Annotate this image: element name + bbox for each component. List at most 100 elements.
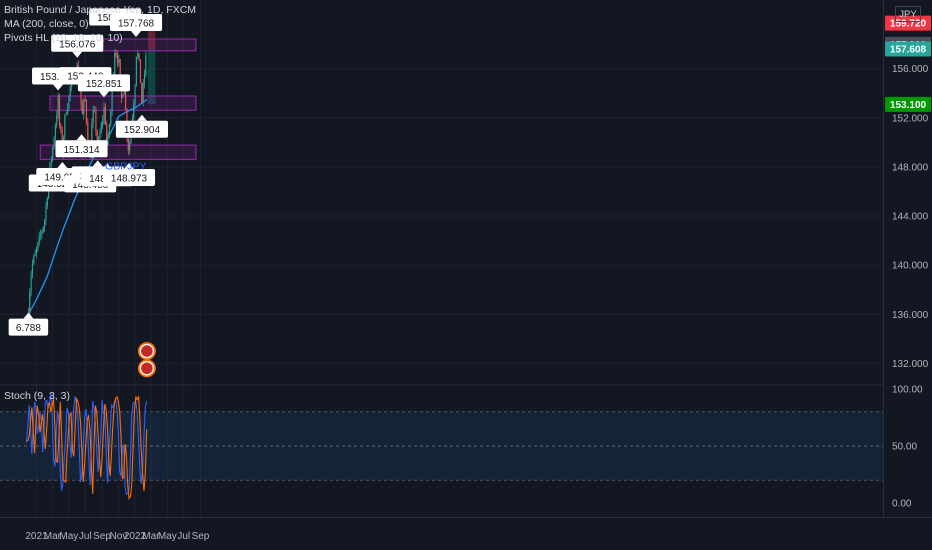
trade-position-box[interactable]: [147, 23, 156, 105]
candle-body: [106, 124, 108, 145]
candle-body: [31, 263, 34, 275]
pivot-label-pointer: [72, 51, 83, 58]
candle-body: [60, 124, 62, 130]
pivot-label-pointer: [98, 91, 109, 98]
candle-body: [38, 235, 40, 243]
time-tick-label: Nov: [110, 531, 128, 542]
candle-body: [92, 110, 94, 124]
ma-200-polyline: [25, 98, 148, 319]
price-label-tag: [885, 41, 931, 57]
candle-body: [57, 96, 59, 116]
stoch-d-line: [26, 394, 148, 500]
candle-body: [142, 83, 144, 103]
candle-body: [107, 134, 109, 145]
time-tick-label: May: [158, 531, 177, 542]
candle-body: [125, 86, 127, 110]
time-tick-label: May: [59, 531, 78, 542]
pivot-label-box: [109, 14, 163, 32]
candle-body: [139, 59, 142, 83]
time-tick-label: 2022: [124, 531, 147, 542]
price-label-text: 153.100: [890, 100, 927, 111]
time-tick-label: Jul: [79, 531, 92, 542]
uk-flag-icon: [139, 343, 155, 359]
candle-body: [116, 55, 119, 63]
stoch-tick-label: 0.00: [892, 499, 912, 510]
stop-loss-area: [147, 23, 156, 50]
candle-body: [65, 113, 67, 115]
candle-body: [52, 146, 54, 160]
pivot-label-box: [55, 140, 108, 158]
uk-flag-icon: [139, 361, 155, 376]
pivot-label-pointer: [76, 134, 87, 141]
currency-selector[interactable]: JPY: [895, 6, 921, 22]
price-tick-label: 136.000: [892, 310, 929, 321]
candle-body: [143, 74, 146, 84]
price-tick-label: 132.000: [892, 359, 929, 370]
candle-body: [85, 100, 88, 123]
pivot-label: 153.413: [40, 72, 77, 83]
candle-body: [53, 138, 55, 147]
stoch-legend: Stoch (9, 3, 3): [4, 390, 70, 402]
candle-body: [35, 249, 38, 253]
candle-body: [102, 120, 104, 124]
candle-body: [46, 198, 48, 206]
candle-body: [58, 96, 61, 125]
stoch-k-line: [25, 392, 148, 496]
pivot-label: 157.768: [118, 19, 155, 30]
pivot-label: 148.973: [111, 174, 148, 185]
candle-body: [39, 234, 42, 236]
candle-body: [96, 130, 98, 147]
time-tick-label: Mar: [142, 531, 160, 542]
candle-body: [133, 104, 135, 119]
candle-body: [114, 53, 116, 74]
candle-body: [41, 231, 43, 235]
price-tick-label: 156.000: [892, 64, 929, 75]
stoch-tick-label: 50.00: [892, 442, 917, 453]
price-tick-label: 148.000: [892, 162, 929, 173]
pivot-label: 152.851: [86, 79, 123, 90]
ma-legend: MA (200, close, 0): [4, 18, 89, 30]
candle-body: [137, 53, 139, 57]
candle-body: [50, 159, 52, 163]
pivot-label-pointer: [136, 114, 147, 121]
candle-body: [42, 227, 44, 232]
pivot-label-pointer: [23, 312, 34, 319]
time-tick-label: Jul: [177, 531, 190, 542]
symbol-title: British Pound / Japanese Yen, 1D, FXCM: [4, 4, 197, 16]
pivot-labels: 6.788153.413148.529149.054156.076151.314…: [8, 8, 169, 336]
ma-200-line: [25, 98, 148, 319]
pivot-label-pointer: [57, 162, 68, 169]
symbol-watermark: GBPJPY: [105, 160, 146, 172]
price-tick-label: 152.000: [892, 113, 929, 124]
time-tick-label: Sep: [192, 531, 210, 542]
pivot-label-pointer: [124, 163, 135, 170]
stoch-band: [0, 411, 883, 481]
pivot-label-box: [77, 74, 130, 92]
candle-body: [100, 123, 102, 133]
candle-body: [127, 138, 129, 151]
candle-body: [99, 132, 101, 139]
candle-body: [93, 110, 96, 112]
candle-body: [54, 125, 57, 139]
candle-body: [118, 59, 120, 63]
candle-body: [145, 55, 147, 75]
time-tick-label: 2021: [25, 531, 48, 542]
pivot-label-box: [51, 34, 104, 52]
take-profit-area: [147, 49, 156, 105]
candle-body: [45, 205, 47, 221]
stoch-tick-label: 100.00: [892, 385, 923, 396]
candle-body: [103, 106, 105, 121]
candle-body: [108, 124, 111, 135]
price-tick-label: 140.000: [892, 261, 929, 272]
candle-body: [30, 274, 32, 293]
pivot-label: 6.788: [16, 323, 41, 334]
candle-body: [33, 255, 35, 264]
candle-body: [34, 252, 36, 256]
price-label-text: 157.608: [890, 45, 927, 56]
pivot-label-pointer: [131, 31, 142, 38]
pivot-label-box: [115, 120, 169, 138]
candle-body: [64, 114, 66, 138]
stoch-pane: [0, 384, 883, 500]
